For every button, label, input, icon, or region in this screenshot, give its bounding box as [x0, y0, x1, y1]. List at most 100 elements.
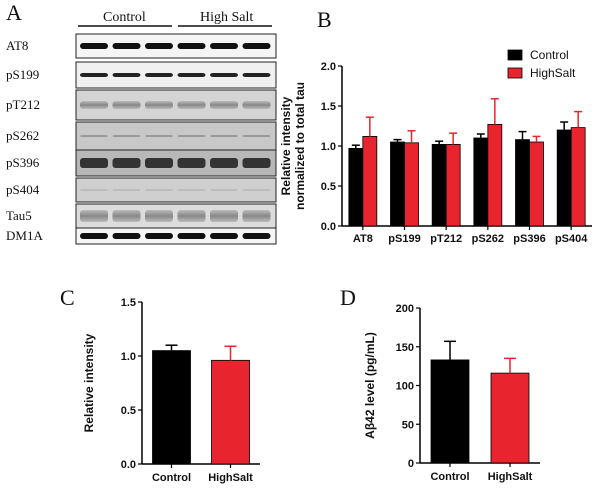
blot-group-highsalt: High Salt	[200, 10, 253, 25]
y-tick-label: 1.0	[321, 141, 336, 153]
y-axis-title: Aβ42 level (pg/mL)	[363, 332, 377, 439]
bar-highsalt	[490, 372, 530, 464]
blot-band	[177, 43, 206, 49]
x-tick-label: pS199	[388, 233, 420, 245]
blot-band	[210, 101, 238, 109]
blot-band	[112, 43, 141, 49]
bar-highsalt-at8	[362, 135, 378, 227]
x-tick-label: pS404	[555, 233, 588, 245]
blot-band	[145, 73, 173, 77]
blot-band	[210, 43, 238, 49]
legend-label-control: Control	[530, 48, 569, 62]
bar-highsalt-ps396	[529, 141, 544, 227]
x-tick-label: pT212	[430, 233, 462, 245]
y-axis-title: normalized to total tau	[293, 82, 307, 210]
blot-row-label: pT212	[6, 97, 40, 112]
blot-band	[112, 233, 141, 239]
y-tick-label: 0	[408, 458, 414, 470]
panel-label-b: B	[317, 7, 332, 32]
western-blot: Control High Salt AT8 pS199 pT212 pS262 pS39…	[6, 10, 277, 245]
blot-band	[80, 189, 108, 191]
blot-band	[210, 135, 238, 137]
blot-band	[112, 189, 141, 191]
y-tick-label: 1.5	[321, 101, 336, 113]
blot-band	[242, 158, 271, 168]
blot-band	[177, 73, 206, 77]
bar-control-ps199	[390, 141, 405, 227]
blot-band	[145, 135, 173, 137]
x-tick-label: pS396	[513, 233, 545, 245]
blot-group-control: Control	[103, 10, 146, 25]
bar-control	[152, 350, 191, 465]
y-tick-label: 1.0	[121, 351, 136, 363]
blot-band	[80, 233, 108, 239]
blot-band	[112, 73, 141, 77]
bar-highsalt-ps262	[487, 124, 503, 227]
y-tick-label: 150	[396, 342, 414, 354]
blot-row-label: pS396	[6, 155, 40, 170]
blot-row-label: DM1A	[6, 228, 43, 243]
blot-band	[177, 189, 206, 191]
blot-band	[242, 135, 271, 137]
blot-band	[145, 101, 173, 109]
y-tick-label: 200	[396, 303, 414, 315]
x-tick-label: AT8	[353, 233, 373, 245]
blot-band	[242, 101, 271, 109]
chart-panel-d: 0 50 100 150 200 Aβ42 level (pg/mL) Control Hig…	[363, 303, 540, 483]
blot-band	[210, 189, 238, 191]
blot-band	[177, 233, 206, 239]
blot-band	[112, 158, 141, 168]
blot-row-label: Tau5	[6, 208, 32, 223]
y-tick-label: 50	[402, 419, 414, 431]
bar-control-ps404	[556, 129, 572, 227]
y-axis-title: Relative intensity	[279, 96, 293, 195]
y-axis-title: Relative intensity	[82, 333, 96, 432]
y-tick-label: 0.5	[321, 181, 336, 193]
blot-band	[242, 210, 271, 222]
chart-panel-c: 0.0 0.5 1.0 1.5 Relative intensity Control Hig…	[82, 297, 260, 484]
blot-band	[80, 73, 108, 77]
blot-band	[112, 135, 141, 137]
blot-band	[112, 101, 141, 109]
y-tick-label: 1.5	[121, 297, 136, 309]
blot-row-label: pS262	[6, 128, 39, 143]
blot-band	[210, 233, 238, 239]
y-tick-label: 100	[396, 381, 414, 393]
bar-control-ps396	[515, 139, 530, 227]
bar-control	[430, 359, 470, 464]
panel-label-c: C	[60, 285, 75, 310]
blot-band	[177, 158, 206, 168]
blot-band	[210, 210, 238, 222]
blot-band	[242, 43, 271, 49]
blot-band	[80, 135, 108, 137]
blot-band	[177, 135, 206, 137]
blot-band	[145, 233, 173, 239]
blot-band	[177, 101, 206, 109]
blot-band	[145, 210, 173, 222]
bar-highsalt-pt212	[445, 143, 461, 227]
blot-row-label: pS404	[6, 182, 40, 197]
blot-band	[145, 189, 173, 191]
blot-band	[145, 158, 173, 168]
blot-band	[145, 43, 173, 49]
legend-label-highsalt: HighSalt	[530, 66, 576, 80]
y-tick-label: 2.0	[321, 61, 336, 73]
x-tick-label: pS262	[472, 233, 504, 245]
blot-band	[80, 101, 108, 109]
blot-row-label: pS199	[6, 67, 39, 82]
bar-highsalt-ps199	[404, 142, 419, 227]
blot-band	[80, 210, 108, 222]
y-tick-label: 0.0	[321, 221, 336, 233]
bar-control-ps262	[473, 137, 489, 227]
panel-label-d: D	[340, 285, 356, 310]
blot-band	[80, 158, 108, 168]
blot-band	[242, 233, 271, 239]
bar-highsalt-ps404	[570, 127, 586, 227]
blot-band	[210, 158, 238, 168]
blot-band	[242, 73, 271, 77]
blot-band	[112, 210, 141, 222]
x-tick-label: HighSalt	[488, 471, 533, 483]
blot-band	[242, 189, 271, 191]
